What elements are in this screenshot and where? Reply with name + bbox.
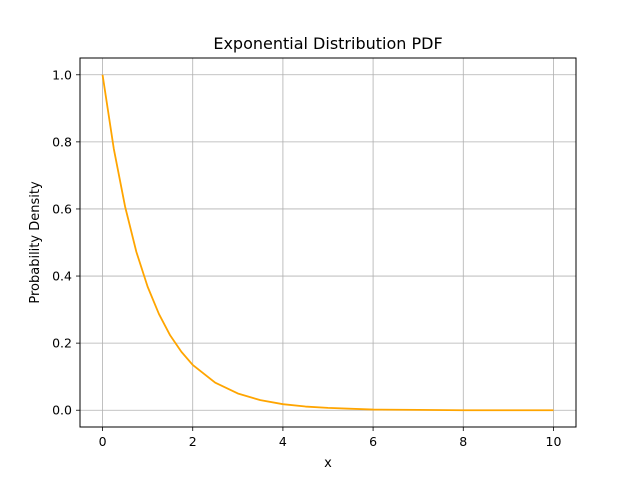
y-tick-label: 0.6 — [52, 201, 72, 216]
x-tick-label: 4 — [279, 434, 287, 449]
x-tick-label: 2 — [189, 434, 197, 449]
x-tick-label: 0 — [99, 434, 107, 449]
plot-frame — [79, 57, 577, 428]
chart-title: Exponential Distribution PDF — [213, 34, 442, 53]
x-tick-label: 10 — [546, 434, 562, 449]
grid — [80, 58, 576, 427]
ticks: 0 2 4 6 8 10 0.0 0.2 0.4 0.6 0.8 1.0 — [52, 67, 561, 449]
y-axis-label: Probability Density — [28, 181, 43, 304]
y-tick-label: 0.0 — [52, 403, 72, 418]
y-tick-label: 0.8 — [52, 134, 72, 149]
y-tick-label: 1.0 — [52, 67, 72, 82]
series-line-0 — [101, 74, 554, 412]
series-layer — [101, 74, 554, 412]
y-tick-label: 0.4 — [52, 269, 72, 284]
x-tick-label: 6 — [369, 434, 377, 449]
x-tick-label: 8 — [459, 434, 467, 449]
y-tick-label: 0.2 — [52, 336, 72, 351]
x-axis-label: x — [324, 456, 332, 471]
